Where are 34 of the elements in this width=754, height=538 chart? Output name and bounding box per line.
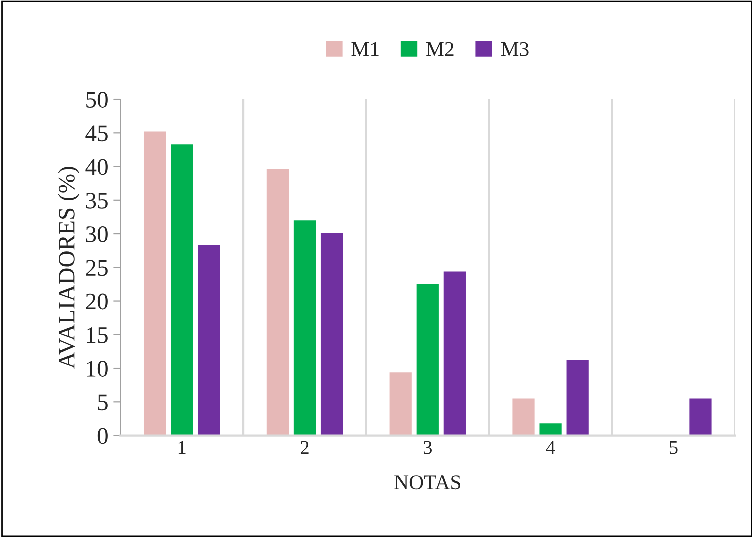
y-tick-label: 20 <box>86 294 108 310</box>
y-tick-label: 45 <box>86 126 108 142</box>
legend-label: M3 <box>501 42 529 56</box>
bar <box>294 220 316 436</box>
x-tick-label: 2 <box>300 441 309 454</box>
y-tick-label: 35 <box>86 192 108 209</box>
y-tick-label: 10 <box>87 361 108 377</box>
bar <box>198 245 220 436</box>
y-tick-label: 25 <box>86 260 108 276</box>
y-tick-label: 0 <box>98 428 108 444</box>
y-tick-label: 5 <box>98 394 108 411</box>
x-tick-label: 5 <box>670 441 678 454</box>
bar <box>390 372 412 436</box>
bar <box>512 398 535 436</box>
x-axis-title: NOTAS <box>394 476 460 490</box>
x-tick-label: 4 <box>546 441 556 454</box>
legend-label: M2 <box>426 42 454 56</box>
bar <box>566 360 589 436</box>
bar <box>540 424 562 436</box>
bar <box>444 272 466 436</box>
x-tick-label: 1 <box>178 441 186 454</box>
bar <box>690 398 712 436</box>
bar <box>320 233 344 436</box>
x-tick-label: 3 <box>424 441 432 454</box>
bar <box>266 169 290 436</box>
y-axis-title: AVALIADORES (%) <box>58 167 80 369</box>
y-tick-label: 50 <box>86 92 108 108</box>
bar <box>416 284 439 436</box>
y-tick-label: 30 <box>86 226 108 242</box>
bar <box>171 144 194 436</box>
legend-label: M1 <box>352 42 379 56</box>
bar <box>144 132 166 436</box>
y-tick-label: 40 <box>86 159 108 176</box>
y-tick-label: 15 <box>87 328 108 344</box>
